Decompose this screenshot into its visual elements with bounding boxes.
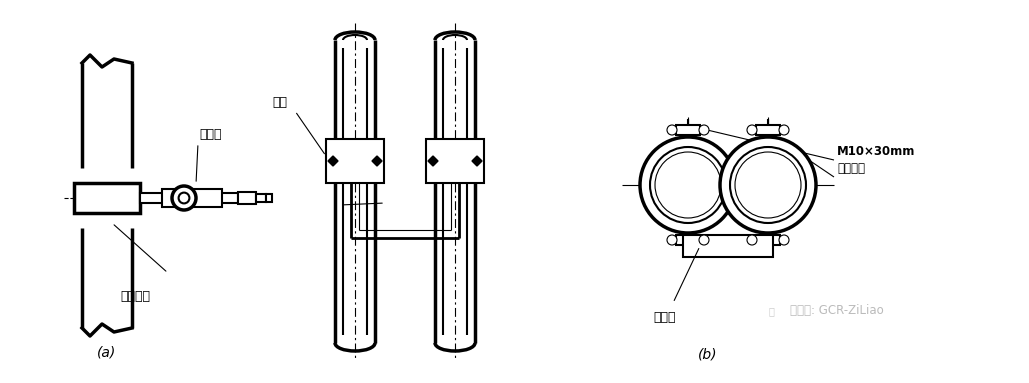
Circle shape [179,193,189,203]
Circle shape [650,147,726,223]
Bar [326,139,384,183]
Circle shape [735,152,801,218]
Circle shape [667,235,677,245]
Text: 连接线: 连接线 [199,128,221,141]
Bar [426,139,484,183]
Circle shape [747,235,757,245]
Bar [267,194,272,202]
Text: 抱箍: 抱箍 [272,96,287,109]
Bar [676,235,700,245]
Polygon shape [328,156,338,166]
Circle shape [640,137,736,233]
Text: (b): (b) [699,348,718,362]
Text: M10×30mm: M10×30mm [837,145,916,158]
Circle shape [172,186,196,210]
Polygon shape [428,156,438,166]
Bar [162,189,222,207]
Wedge shape [335,343,375,363]
Bar [676,125,700,135]
Circle shape [730,147,806,223]
Circle shape [667,125,677,135]
Text: 跨接线: 跨接线 [653,311,675,324]
Text: 镀锌螺栓: 镀锌螺栓 [837,162,865,175]
Bar [756,235,780,245]
Circle shape [720,137,816,233]
Wedge shape [435,343,475,363]
Circle shape [779,235,789,245]
Text: (a): (a) [98,346,116,360]
Bar [238,192,256,204]
Bar [74,183,140,213]
Bar [683,235,773,257]
Bar [140,193,238,203]
Text: 🐾: 🐾 [768,306,774,316]
Circle shape [655,152,721,218]
Text: 金属管道: 金属管道 [120,290,150,303]
Circle shape [779,125,789,135]
Polygon shape [472,156,482,166]
Bar [756,125,780,135]
Bar [256,194,267,202]
Polygon shape [372,156,382,166]
Circle shape [747,125,757,135]
Circle shape [699,235,709,245]
Text: 微信号: GCR-ZiLiao: 微信号: GCR-ZiLiao [790,304,884,318]
Circle shape [699,125,709,135]
